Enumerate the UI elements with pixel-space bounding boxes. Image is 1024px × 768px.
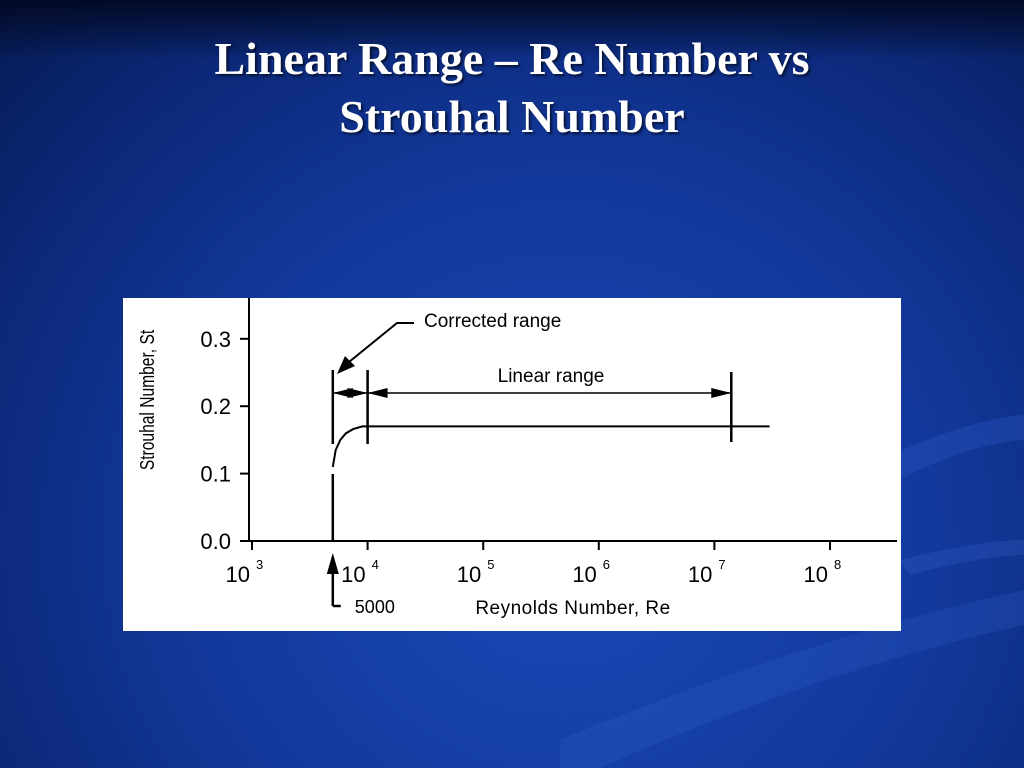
chart-panel: 0.0 0.1 0.2 0.3 10 3 10 4 10 5 10 6 10 7 10 8 Strouhal… (123, 298, 901, 631)
slide-title: Linear Range – Re Number vs Strouhal Num… (0, 30, 1024, 146)
x-tick-exponent: 6 (603, 557, 610, 572)
x-tick-exponent: 3 (256, 557, 263, 572)
x-tick-label: 10 (804, 562, 828, 587)
slide-title-line-1: Linear Range – Re Number vs (214, 33, 810, 84)
corrected-range-leader-line (348, 322, 414, 363)
title-band (0, 0, 1024, 60)
x-tick-label: 10 (226, 562, 250, 587)
strouhal-chart: 0.0 0.1 0.2 0.3 10 3 10 4 10 5 10 6 10 7 10 8 Strouhal… (136, 298, 897, 619)
x-tick-exponent: 8 (834, 557, 841, 572)
x-tick-label: 10 (341, 562, 365, 587)
x-ticks: 10 3 10 4 10 5 10 6 10 7 10 8 (226, 541, 841, 587)
strouhal-curve (331, 425, 770, 468)
y-tick-label: 0.1 (200, 462, 231, 487)
corrected-range-label: Corrected range (424, 311, 561, 332)
x-tick-exponent: 7 (718, 557, 725, 572)
slide-title-line-2: Strouhal Number (339, 91, 685, 142)
linear-range-arrow-right (711, 388, 732, 398)
x-axis-label: Reynolds Number, Re (475, 598, 670, 619)
x-tick-label: 10 (457, 562, 481, 587)
y-tick-label: 0.0 (200, 529, 231, 554)
x-tick-label: 10 (688, 562, 712, 587)
marker-up-arrow (326, 553, 339, 574)
y-tick-label: 0.3 (200, 327, 231, 352)
corrected-range-arrow-right (347, 388, 368, 398)
x-tick-label: 10 (572, 562, 596, 587)
linear-range-arrow-left (367, 388, 388, 398)
y-ticks: 0.0 0.1 0.2 0.3 (200, 327, 249, 554)
y-axis-label: Strouhal Number, St (136, 330, 158, 470)
marker-5000: 5000 (326, 370, 395, 617)
range-annotations: Linear range Corrected range (332, 311, 733, 444)
corrected-range-leader-arrow (337, 356, 355, 374)
y-tick-label: 0.2 (200, 394, 231, 419)
marker-label: 5000 (355, 597, 395, 617)
x-tick-exponent: 4 (372, 557, 379, 572)
x-tick-exponent: 5 (487, 557, 494, 572)
linear-range-label: Linear range (498, 366, 605, 387)
